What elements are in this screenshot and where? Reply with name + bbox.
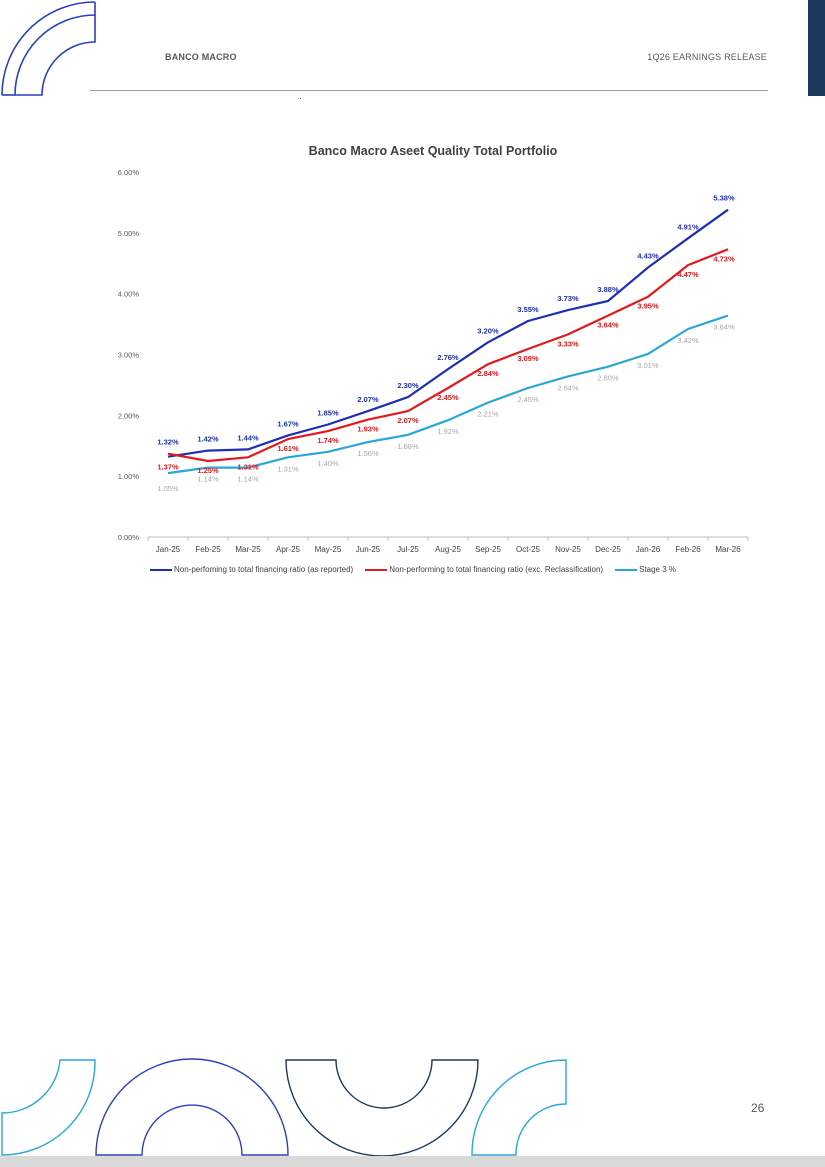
- data-label: 3.55%: [517, 305, 539, 314]
- data-label: 2.21%: [477, 410, 499, 419]
- legend-item-2: Non-performing to total financing ratio …: [365, 565, 603, 574]
- top-left-arch-shape: [14, 2, 96, 96]
- report-title: 1Q26 EARNINGS RELEASE: [647, 52, 767, 62]
- data-label: 2.64%: [557, 383, 579, 392]
- data-label: 3.88%: [597, 285, 619, 294]
- data-label: 3.73%: [557, 294, 579, 303]
- asset-quality-chart: Banco Macro Aseet Quality Total Portfoli…: [118, 144, 749, 554]
- y-tick-label: 2.00%: [118, 411, 140, 420]
- data-label: 1.31%: [277, 464, 299, 473]
- data-label: 1.42%: [197, 435, 219, 444]
- series-line-3: [167, 314, 729, 475]
- data-label: 1.56%: [357, 449, 379, 458]
- x-tick-label: Aug-25: [435, 545, 461, 554]
- header-corner-bar: [808, 0, 825, 96]
- company-name: BANCO MACRO: [165, 52, 237, 62]
- data-label: 2.07%: [397, 416, 419, 425]
- bottom-left-arch-shape: [1, 1059, 96, 1156]
- data-label: 1.32%: [157, 438, 179, 447]
- data-label: 3.09%: [517, 354, 539, 363]
- x-tick-label: Mar-26: [715, 545, 741, 554]
- data-label: 4.43%: [637, 252, 659, 261]
- data-label: 1.67%: [277, 419, 299, 428]
- x-tick-label: Feb-26: [675, 545, 701, 554]
- data-label: 3.33%: [557, 339, 579, 348]
- data-label: 2.76%: [437, 353, 459, 362]
- footer-bar: [0, 1156, 825, 1167]
- data-label: 1.68%: [397, 442, 419, 451]
- x-tick-label: May-25: [315, 545, 342, 554]
- legend-swatch: [615, 568, 638, 571]
- y-axis: 0.00% 1.00% 2.00% 3.00% 4.00% 5.00% 6.00%: [118, 168, 140, 542]
- data-label: 1.31%: [237, 462, 259, 471]
- data-label: 4.73%: [713, 254, 735, 263]
- data-label: 3.01%: [637, 361, 659, 370]
- data-label: 3.42%: [677, 336, 699, 345]
- bottom-right-arch-shape: [471, 1059, 567, 1156]
- data-label: 1.14%: [237, 475, 259, 484]
- data-label: 3.95%: [637, 302, 659, 311]
- navy-u-shape: [285, 1059, 479, 1157]
- y-tick-label: 6.00%: [118, 168, 140, 177]
- header-divider: [90, 90, 768, 91]
- chart-title: Banco Macro Aseet Quality Total Portfoli…: [309, 144, 558, 158]
- x-tick-label: Oct-25: [516, 545, 541, 554]
- legend-item-1: Non-perfoming to total financing ratio (…: [150, 565, 353, 574]
- y-tick-label: 5.00%: [118, 229, 140, 238]
- y-tick-label: 1.00%: [118, 472, 140, 481]
- data-label: 2.45%: [437, 393, 459, 402]
- data-label: 1.14%: [197, 475, 219, 484]
- data-label: 1.74%: [317, 436, 339, 445]
- chart-legend: Non-perfoming to total financing ratio (…: [150, 565, 750, 574]
- x-tick-label: Nov-25: [555, 545, 581, 554]
- data-label: 1.25%: [197, 466, 219, 475]
- y-tick-label: 3.00%: [118, 351, 140, 360]
- series-line-2: [167, 248, 729, 463]
- x-tick-label: Feb-25: [195, 545, 221, 554]
- legend-swatch: [150, 568, 172, 571]
- data-label: 5.38%: [713, 194, 735, 203]
- data-label: 1.37%: [157, 463, 179, 472]
- x-tick-label: Dec-25: [595, 545, 621, 554]
- data-label: 1.40%: [317, 459, 339, 468]
- legend-label: Non-perfoming to total financing ratio (…: [174, 565, 354, 574]
- legend-label: Stage 3 %: [639, 565, 676, 574]
- series-line-1: [167, 208, 729, 458]
- data-label: 2.45%: [517, 395, 539, 404]
- x-tick-label: Jun-25: [356, 545, 381, 554]
- x-tick-label: Jan-25: [156, 545, 181, 554]
- series-lines: [167, 208, 729, 475]
- x-tick-label: Jan-26: [636, 545, 661, 554]
- data-label: 1.85%: [317, 408, 339, 417]
- data-label: 1.44%: [237, 433, 259, 442]
- x-tick-label: Apr-25: [276, 545, 301, 554]
- data-label: 1.61%: [277, 444, 299, 453]
- data-label: 4.91%: [677, 222, 699, 231]
- blue-arch-shape: [95, 1058, 289, 1156]
- data-label: 2.07%: [357, 395, 379, 404]
- data-label: 3.20%: [477, 326, 499, 335]
- data-label: 1.92%: [437, 427, 459, 436]
- x-axis: Jan-25 Feb-25 Mar-25 Apr-25 May-25 Jun-25 Jul-…: [147, 536, 749, 554]
- page-number: 26: [751, 1101, 765, 1115]
- header-dot-mark: [300, 98, 301, 99]
- x-tick-label: Jul-25: [397, 545, 419, 554]
- legend-swatch: [365, 568, 388, 571]
- data-label: 2.80%: [597, 374, 619, 383]
- data-label: 2.30%: [397, 381, 419, 390]
- legend-label: Non-performing to total financing ratio …: [389, 565, 604, 574]
- data-label: 4.47%: [677, 270, 699, 279]
- x-tick-label: Mar-25: [235, 545, 261, 554]
- legend-item-3: Stage 3 %: [615, 565, 676, 574]
- y-tick-label: 0.00%: [118, 533, 140, 542]
- data-label: 1.93%: [357, 425, 379, 434]
- data-label: 3.64%: [713, 323, 735, 332]
- x-tick-label: Sep-25: [475, 545, 501, 554]
- data-labels: 1.32% 1.42% 1.44% 1.67% 1.85% 2.07% 2.30% 2.76%…: [157, 194, 735, 493]
- data-label: 2.84%: [477, 369, 499, 378]
- data-label: 1.05%: [157, 484, 179, 493]
- y-tick-label: 4.00%: [118, 290, 140, 299]
- data-label: 3.64%: [597, 321, 619, 330]
